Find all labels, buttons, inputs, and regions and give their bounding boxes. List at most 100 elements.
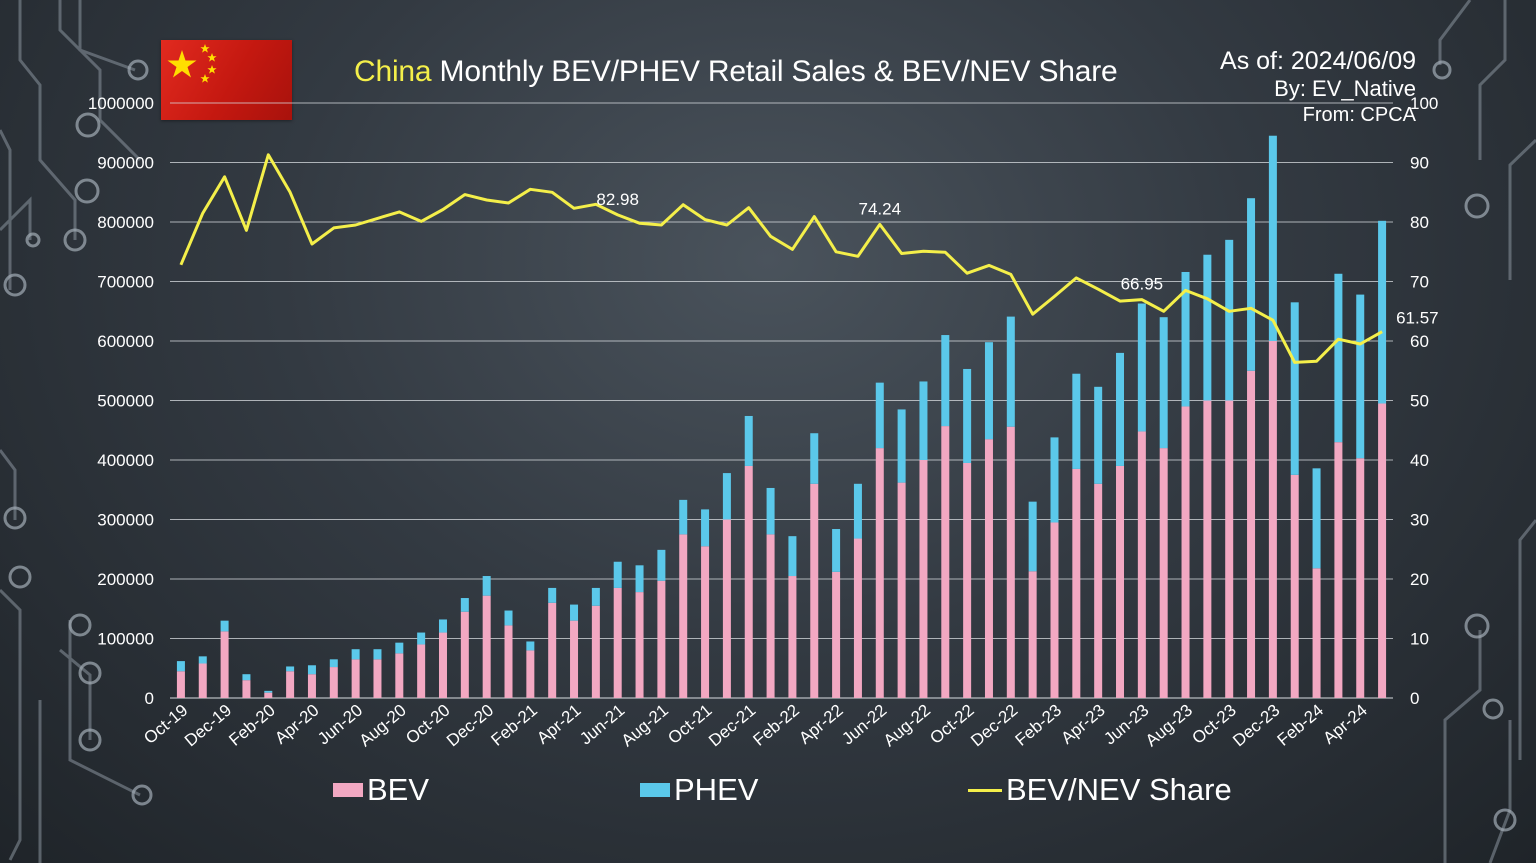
y2-tick-label: 60 — [1410, 332, 1429, 351]
bar-bev — [176, 671, 185, 698]
bar-phev — [1356, 294, 1365, 459]
bar-phev — [657, 549, 666, 581]
x-tick-label: Jun-21 — [576, 701, 628, 749]
bar-phev — [701, 509, 710, 547]
bar-phev — [941, 335, 950, 427]
bar-bev — [853, 538, 862, 698]
bar-bev — [832, 571, 841, 698]
bar-bev — [1378, 403, 1387, 698]
bar-phev — [242, 674, 251, 681]
bar-bev — [1159, 448, 1168, 698]
bar-phev — [373, 649, 382, 660]
bar-phev — [570, 604, 579, 621]
x-tick-label: Oct-23 — [1188, 701, 1239, 748]
bar-phev — [1225, 239, 1234, 401]
x-tick-label: Apr-22 — [795, 701, 846, 748]
x-tick-label: Feb-20 — [225, 701, 278, 750]
y-tick-label: 300000 — [97, 511, 154, 530]
bar-bev — [438, 632, 447, 698]
bar-phev — [1137, 303, 1146, 432]
bar-bev — [373, 659, 382, 698]
bar-bev — [810, 483, 819, 698]
y2-tick-label: 100 — [1410, 94, 1438, 113]
bar-bev — [286, 671, 295, 698]
y2-tick-label: 0 — [1410, 689, 1419, 708]
legend-bev-label: BEV — [367, 772, 430, 807]
bar-bev — [635, 592, 644, 698]
bar-bev — [1137, 431, 1146, 698]
bar-phev — [679, 499, 688, 535]
bar-phev — [875, 382, 884, 449]
x-tick-label: Dec-22 — [967, 701, 1021, 751]
bar-phev — [1094, 386, 1103, 484]
bar-phev — [1290, 302, 1299, 475]
bar-bev — [460, 611, 469, 698]
bar-bev — [1290, 474, 1299, 698]
x-tick-label: Dec-19 — [181, 701, 235, 751]
x-tick-label: Feb-24 — [1274, 701, 1327, 750]
x-tick-label: Aug-21 — [618, 701, 672, 751]
bar-bev — [264, 692, 273, 698]
bar-bev — [548, 602, 557, 698]
legend-phev-swatch — [640, 783, 670, 797]
bar-bev — [1312, 568, 1321, 698]
y-tick-label: 800000 — [97, 213, 154, 232]
y2-tick-label: 10 — [1410, 630, 1429, 649]
bar-phev — [1312, 468, 1321, 569]
y2-tick-label: 80 — [1410, 213, 1429, 232]
bar-bev — [591, 605, 600, 698]
bar-phev — [548, 587, 557, 603]
chart-title: China Monthly BEV/PHEV Retail Sales & BE… — [354, 55, 1118, 89]
legend-bev-swatch — [333, 783, 363, 797]
data-label: 74.24 — [859, 199, 902, 218]
x-tick-label: Jun-22 — [838, 701, 890, 749]
x-tick-label: Apr-20 — [271, 701, 322, 748]
bar-phev — [351, 649, 360, 660]
bar-bev — [744, 465, 753, 698]
bar-phev — [307, 665, 316, 675]
bar-phev — [1116, 352, 1125, 466]
bar-bev — [504, 625, 513, 698]
bar-bev — [613, 587, 622, 698]
bar-phev — [897, 409, 906, 483]
x-tick-label: Oct-21 — [664, 701, 715, 748]
bar-phev — [810, 433, 819, 484]
bar-phev — [198, 656, 207, 664]
x-tick-label: Oct-20 — [402, 701, 453, 748]
share-line — [179, 153, 1383, 364]
bar-bev — [722, 519, 731, 698]
bar-bev — [198, 663, 207, 698]
bar-phev — [1050, 437, 1059, 523]
x-tick-label: Aug-23 — [1142, 701, 1196, 751]
bar-bev — [919, 460, 928, 698]
bar-phev — [460, 598, 469, 612]
bar-phev — [1006, 316, 1015, 427]
y-tick-label: 600000 — [97, 332, 154, 351]
bar-bev — [1028, 571, 1037, 698]
y2-tick-label: 70 — [1410, 273, 1429, 292]
bar-phev — [591, 587, 600, 606]
bar-bev — [1116, 465, 1125, 698]
bar-bev — [1225, 400, 1234, 698]
x-tick-label: Apr-21 — [533, 701, 584, 748]
bar-phev — [329, 659, 338, 668]
bar-bev — [657, 580, 666, 698]
y2-tick-label: 40 — [1410, 451, 1429, 470]
bar-phev — [286, 666, 295, 672]
bar-bev — [1356, 458, 1365, 698]
x-tick-label: Jun-23 — [1100, 701, 1152, 749]
y-tick-label: 400000 — [97, 451, 154, 470]
bar-phev — [766, 487, 775, 535]
title-rest: Monthly BEV/PHEV Retail Sales & BEV/NEV … — [431, 55, 1118, 88]
bar-bev — [897, 482, 906, 698]
bar-phev — [220, 620, 229, 632]
bar-bev — [1072, 468, 1081, 698]
bar-phev — [1181, 271, 1190, 407]
x-tick-label: Dec-20 — [443, 701, 497, 751]
bar-bev — [788, 576, 797, 698]
legend-bev: BEV — [333, 772, 429, 808]
y2-tick-label: 90 — [1410, 154, 1429, 173]
china-flag-icon — [161, 40, 292, 120]
